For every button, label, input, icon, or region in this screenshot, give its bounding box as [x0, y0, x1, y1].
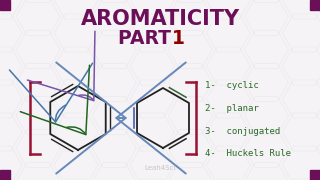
Text: Leah4Sci: Leah4Sci: [144, 165, 176, 171]
Bar: [310, 0, 320, 10]
Text: 1-  cyclic: 1- cyclic: [205, 80, 259, 89]
Text: 1: 1: [172, 28, 184, 48]
Bar: [310, 170, 320, 180]
Text: AROMATICITY: AROMATICITY: [80, 9, 240, 29]
Text: 2-  planar: 2- planar: [205, 103, 259, 112]
Text: PART: PART: [118, 28, 178, 48]
Bar: [0, 0, 10, 10]
Text: 4-  Huckels Rule: 4- Huckels Rule: [205, 150, 291, 159]
Bar: [0, 170, 10, 180]
Text: 3-  conjugated: 3- conjugated: [205, 127, 280, 136]
